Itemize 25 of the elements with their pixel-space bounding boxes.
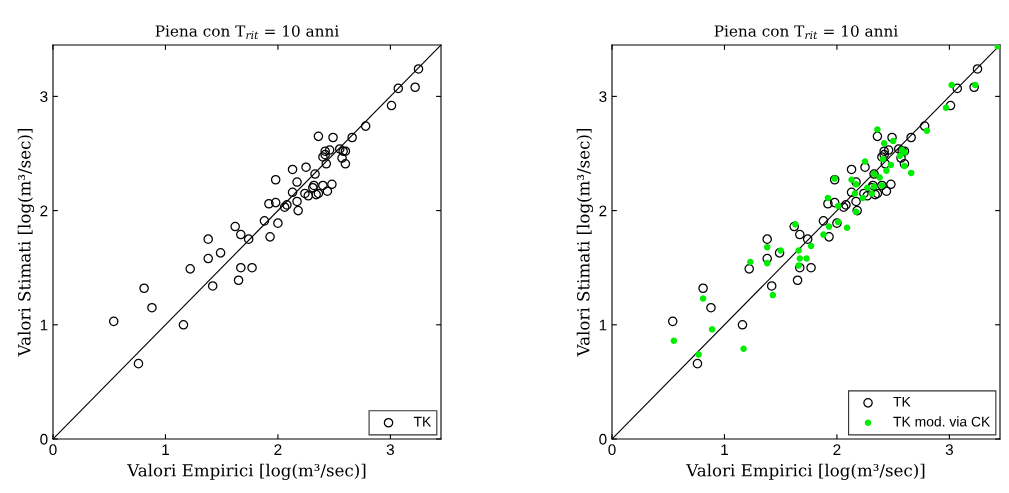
y-axis-title: Valori Stimati [log(m³/sec)]: [576, 129, 594, 357]
y-tick-label: 1: [40, 319, 48, 331]
x-tick-label: 3: [945, 444, 953, 456]
x-tick-label: 0: [608, 444, 616, 456]
y-tick-label: 2: [40, 205, 48, 217]
legend-label: TK: [893, 396, 911, 407]
y-tick-label: 3: [599, 91, 607, 103]
x-tick-label: 1: [162, 444, 169, 455]
x-tick-label: 2: [833, 444, 841, 455]
y-tick-label: 0: [599, 433, 607, 445]
x-tick-label: 2: [274, 444, 282, 455]
y-tick-label: 3: [40, 91, 48, 103]
y-tick-label: 2: [599, 205, 607, 217]
y-tick-label: 1: [599, 319, 607, 331]
legend-label: TK mod. via CK: [893, 416, 991, 427]
chart-title: Piena con T$_{rit}$ = 10 anni: [155, 25, 339, 40]
legend-label: TK: [413, 416, 432, 427]
x-tick-label: 3: [386, 444, 394, 456]
x-axis-title: Valori Empirici [log(m³/sec)]: [686, 463, 925, 481]
x-tick-label: 0: [49, 444, 57, 456]
chart-title: Piena con T$_{rit}$ = 10 anni: [714, 25, 898, 40]
x-axis-title: Valori Empirici [log(m³/sec)]: [127, 463, 366, 481]
y-axis-title: Valori Stimati [log(m³/sec)]: [17, 129, 35, 357]
y-tick-label: 0: [40, 433, 48, 445]
x-tick-label: 1: [721, 444, 728, 455]
